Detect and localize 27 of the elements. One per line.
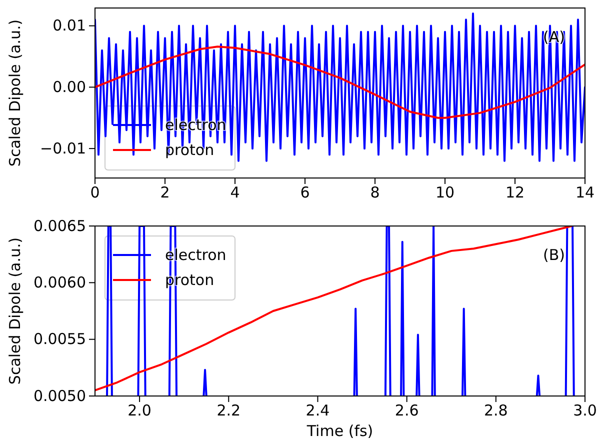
- y-axis-title: Scaled Dipole (a.u.): [6, 237, 24, 385]
- x-axis-title: Time (fs): [306, 422, 374, 440]
- x-tick-label: 10: [435, 184, 455, 202]
- y-tick-label: 0.0065: [34, 216, 86, 235]
- x-tick-label: 2.4: [306, 402, 330, 420]
- x-tick-label: 2.6: [394, 402, 419, 420]
- line-series: [95, 46, 585, 119]
- y-tick-label: 0.0050: [34, 386, 86, 405]
- x-tick-label: 8: [370, 184, 380, 202]
- line-series: [95, 12, 585, 162]
- x-tick-label: 14: [575, 184, 595, 202]
- x-tick-label: 2.0: [128, 402, 152, 420]
- y-tick-label: 0.01: [52, 16, 86, 35]
- y-tick-label: 0.00: [52, 78, 86, 96]
- y-axis-title: Scaled Dipole (a.u.): [6, 19, 24, 167]
- x-tick-label: 0: [90, 184, 100, 202]
- x-tick-label: 3.0: [573, 402, 597, 420]
- x-tick-label: 4: [230, 184, 240, 202]
- annotation: (B): [543, 246, 565, 264]
- y-tick-label: 0.0060: [34, 273, 86, 292]
- y-tick-label: −0.01: [40, 139, 86, 158]
- x-tick-label: 2.2: [216, 402, 241, 420]
- x-tick-label: 6: [300, 184, 310, 202]
- x-tick-label: 2.8: [484, 402, 508, 420]
- y-tick-label: 0.0055: [34, 330, 86, 348]
- x-tick-label: 2: [160, 184, 170, 202]
- x-tick-label: 12: [505, 184, 525, 202]
